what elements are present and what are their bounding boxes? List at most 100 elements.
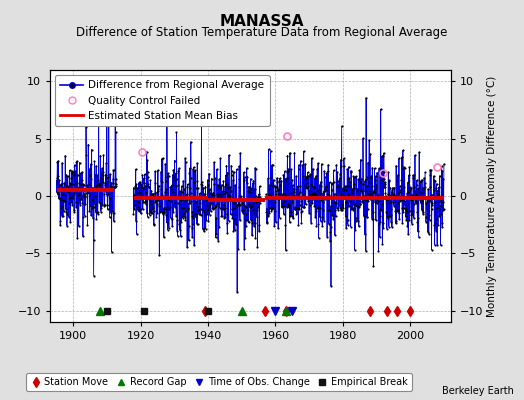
Point [408, 196, 417, 203]
Point [418, 198, 427, 204]
Point [151, 179, 160, 186]
Point [195, 194, 203, 201]
Point [395, 216, 403, 223]
Point [74, 192, 82, 198]
Point [349, 195, 357, 201]
Point [213, 201, 222, 207]
Point [339, 185, 347, 191]
Point [283, 169, 291, 175]
Point [427, 167, 435, 174]
Point [53, 191, 62, 197]
Point [297, 209, 305, 216]
Point [101, 188, 109, 194]
Point [179, 196, 187, 203]
Point [413, 219, 422, 225]
Point [277, 177, 286, 184]
Point [414, 215, 422, 221]
Point [227, 172, 236, 178]
Point [198, 181, 206, 188]
Point [321, 188, 329, 195]
Point [230, 169, 238, 175]
Point [146, 208, 154, 214]
Point [333, 205, 341, 211]
Point [360, 196, 368, 202]
Point [244, 206, 252, 213]
Point [439, 198, 447, 205]
Point [317, 196, 325, 203]
Point [251, 235, 259, 241]
Point [246, 189, 254, 195]
Point [342, 213, 350, 220]
Point [219, 191, 227, 197]
Point [192, 211, 201, 218]
Point [334, 206, 343, 213]
Point [167, 215, 175, 221]
Point [109, 176, 117, 183]
Point [345, 203, 353, 209]
Point [103, 175, 111, 182]
Point [254, 195, 262, 201]
Point [143, 148, 151, 155]
Point [299, 173, 308, 179]
Point [348, 186, 356, 192]
Point [226, 211, 235, 218]
Point [219, 178, 227, 184]
Point [64, 183, 72, 190]
Point [323, 168, 332, 174]
Point [222, 162, 231, 169]
Point [178, 212, 186, 219]
Point [236, 217, 244, 224]
Point [105, 188, 113, 194]
Point [75, 160, 84, 166]
Point [106, 209, 115, 216]
Point [153, 210, 161, 217]
Point [214, 182, 222, 188]
Point [159, 206, 168, 212]
Point [241, 203, 249, 210]
Point [165, 195, 173, 201]
Point [241, 235, 249, 241]
Point [271, 196, 279, 202]
Point [85, 181, 93, 187]
Point [207, 195, 215, 202]
Point [425, 212, 433, 218]
Point [158, 209, 166, 216]
Point [309, 196, 318, 203]
Point [104, 174, 113, 180]
Point [208, 191, 216, 197]
Point [160, 192, 169, 199]
Point [196, 212, 205, 218]
Point [146, 198, 155, 204]
Point [105, 202, 114, 208]
Point [359, 135, 367, 142]
Point [184, 200, 193, 206]
Point [211, 175, 219, 181]
Point [83, 182, 91, 188]
Point [153, 189, 161, 196]
Point [224, 198, 232, 204]
Point [323, 196, 332, 202]
Point [152, 196, 161, 202]
Point [392, 162, 400, 169]
Point [230, 228, 238, 234]
Point [99, 172, 107, 178]
Point [101, 202, 109, 208]
Point [418, 208, 427, 215]
Point [234, 201, 243, 208]
Point [99, 169, 107, 175]
Point [203, 202, 212, 208]
Point [130, 194, 139, 200]
Point [369, 208, 377, 215]
Point [367, 174, 375, 181]
Point [204, 187, 213, 194]
Point [175, 165, 183, 172]
Point [130, 206, 138, 212]
Point [173, 217, 181, 223]
Point [297, 198, 305, 204]
Point [154, 188, 162, 194]
Point [335, 187, 343, 194]
Point [338, 203, 346, 210]
Point [383, 226, 391, 232]
Point [383, 196, 391, 203]
Point [356, 201, 364, 207]
